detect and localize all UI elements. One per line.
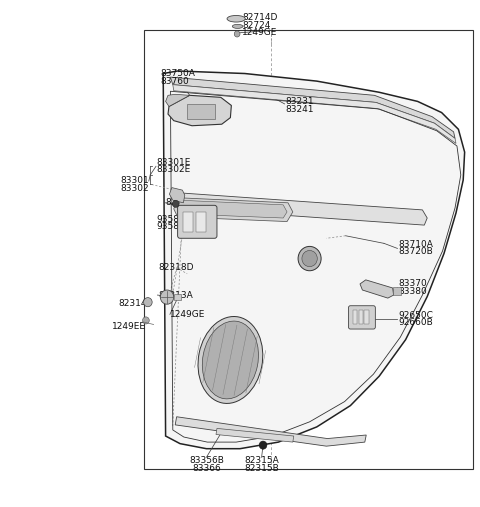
Bar — [174, 294, 181, 300]
Text: 93580R: 93580R — [156, 214, 191, 224]
Text: 1249GE: 1249GE — [242, 28, 278, 38]
Circle shape — [298, 246, 321, 271]
Circle shape — [172, 200, 179, 207]
Text: 83301: 83301 — [120, 176, 149, 186]
Circle shape — [143, 317, 149, 324]
Text: 1249EE: 1249EE — [112, 322, 146, 331]
Text: 83750A: 83750A — [161, 69, 196, 78]
Polygon shape — [166, 94, 190, 106]
Bar — [196, 212, 206, 232]
Text: 82714D: 82714D — [242, 13, 278, 22]
Text: 83302: 83302 — [120, 184, 149, 193]
Polygon shape — [175, 193, 427, 225]
Bar — [393, 287, 401, 295]
Text: 83241: 83241 — [286, 104, 314, 114]
Bar — [364, 310, 369, 324]
Text: 82315B: 82315B — [244, 464, 279, 473]
Polygon shape — [170, 77, 455, 138]
Polygon shape — [177, 200, 287, 218]
Text: 92660B: 92660B — [398, 318, 433, 328]
Text: 82318D: 82318D — [158, 263, 194, 272]
Text: 83720B: 83720B — [398, 247, 433, 257]
Polygon shape — [168, 95, 231, 126]
Polygon shape — [169, 188, 185, 203]
Bar — [359, 310, 363, 324]
Polygon shape — [216, 428, 294, 442]
Ellipse shape — [227, 15, 245, 22]
Text: 83356B: 83356B — [189, 456, 224, 465]
Text: 82314: 82314 — [118, 299, 146, 308]
Text: 82313A: 82313A — [158, 291, 193, 300]
Bar — [144, 30, 473, 469]
Text: 83366: 83366 — [192, 464, 221, 473]
Polygon shape — [173, 85, 456, 143]
Circle shape — [259, 441, 267, 449]
Text: 83380: 83380 — [398, 287, 427, 296]
Circle shape — [160, 290, 174, 304]
Text: 83370: 83370 — [398, 279, 427, 288]
Text: 83302E: 83302E — [156, 165, 190, 174]
Circle shape — [234, 31, 240, 37]
Circle shape — [302, 250, 317, 267]
Text: 82315D: 82315D — [166, 198, 201, 207]
Text: 92650C: 92650C — [398, 311, 433, 320]
Ellipse shape — [202, 321, 259, 399]
Polygon shape — [174, 198, 293, 222]
Text: 83301E: 83301E — [156, 158, 191, 167]
FancyBboxPatch shape — [178, 205, 217, 238]
Text: 93580L: 93580L — [156, 222, 190, 231]
Polygon shape — [360, 280, 394, 298]
Ellipse shape — [232, 24, 243, 28]
Text: 83231: 83231 — [286, 97, 314, 106]
Text: 82315A: 82315A — [244, 456, 279, 465]
Polygon shape — [175, 417, 366, 446]
Text: 83760: 83760 — [161, 77, 190, 86]
Polygon shape — [163, 71, 465, 449]
Text: 82724: 82724 — [242, 21, 271, 30]
Circle shape — [144, 298, 152, 307]
Ellipse shape — [198, 316, 263, 404]
Text: 1249GE: 1249GE — [170, 310, 206, 319]
FancyBboxPatch shape — [348, 306, 375, 329]
Text: 83710A: 83710A — [398, 240, 433, 249]
Bar — [353, 310, 357, 324]
Bar — [187, 104, 215, 119]
Bar — [183, 212, 193, 232]
